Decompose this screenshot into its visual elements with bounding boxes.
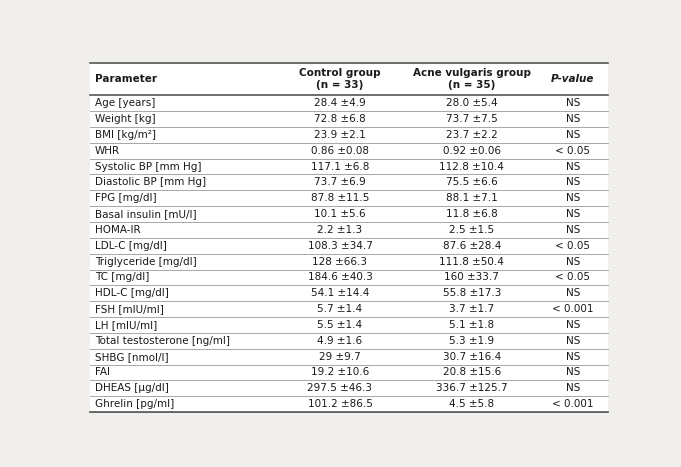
Text: 5.7 ±1.4: 5.7 ±1.4	[317, 304, 362, 314]
Text: 10.1 ±5.6: 10.1 ±5.6	[314, 209, 366, 219]
Text: 117.1 ±6.8: 117.1 ±6.8	[311, 162, 369, 171]
Text: Total testosterone [ng/ml]: Total testosterone [ng/ml]	[95, 336, 229, 346]
Text: NS: NS	[565, 193, 580, 203]
Text: HOMA-IR: HOMA-IR	[95, 225, 140, 235]
Text: Parameter: Parameter	[95, 74, 157, 84]
Text: 0.86 ±0.08: 0.86 ±0.08	[311, 146, 369, 156]
Text: FPG [mg/dl]: FPG [mg/dl]	[95, 193, 156, 203]
Text: 23.9 ±2.1: 23.9 ±2.1	[314, 130, 366, 140]
Text: Diastolic BP [mm Hg]: Diastolic BP [mm Hg]	[95, 177, 206, 187]
Text: 111.8 ±50.4: 111.8 ±50.4	[439, 256, 505, 267]
Text: 0.92 ±0.06: 0.92 ±0.06	[443, 146, 501, 156]
Text: NS: NS	[565, 336, 580, 346]
Text: 30.7 ±16.4: 30.7 ±16.4	[443, 352, 501, 361]
Text: 101.2 ±86.5: 101.2 ±86.5	[308, 399, 373, 409]
Text: P-value: P-value	[551, 74, 595, 84]
Text: 3.7 ±1.7: 3.7 ±1.7	[449, 304, 494, 314]
Text: 87.8 ±11.5: 87.8 ±11.5	[311, 193, 369, 203]
Text: NS: NS	[565, 352, 580, 361]
Text: Triglyceride [mg/dl]: Triglyceride [mg/dl]	[95, 256, 196, 267]
Text: 336.7 ±125.7: 336.7 ±125.7	[436, 383, 507, 393]
Text: 4.9 ±1.6: 4.9 ±1.6	[317, 336, 362, 346]
Text: LDL-C [mg/dl]: LDL-C [mg/dl]	[95, 241, 166, 251]
Text: NS: NS	[565, 98, 580, 108]
Text: NS: NS	[565, 368, 580, 377]
Text: 29 ±9.7: 29 ±9.7	[319, 352, 361, 361]
Text: Age [years]: Age [years]	[95, 98, 155, 108]
Text: NS: NS	[565, 288, 580, 298]
Text: Systolic BP [mm Hg]: Systolic BP [mm Hg]	[95, 162, 201, 171]
Text: WHR: WHR	[95, 146, 120, 156]
Text: 5.3 ±1.9: 5.3 ±1.9	[449, 336, 494, 346]
Text: < 0.05: < 0.05	[555, 146, 590, 156]
Text: Basal insulin [mU/l]: Basal insulin [mU/l]	[95, 209, 196, 219]
Text: < 0.001: < 0.001	[552, 399, 593, 409]
Text: TC [mg/dl]: TC [mg/dl]	[95, 272, 149, 283]
Text: NS: NS	[565, 114, 580, 124]
Text: DHEAS [µg/dl]: DHEAS [µg/dl]	[95, 383, 168, 393]
Text: 87.6 ±28.4: 87.6 ±28.4	[443, 241, 501, 251]
Text: 20.8 ±15.6: 20.8 ±15.6	[443, 368, 501, 377]
Text: 160 ±33.7: 160 ±33.7	[445, 272, 499, 283]
Text: 128 ±66.3: 128 ±66.3	[313, 256, 368, 267]
Text: < 0.001: < 0.001	[552, 304, 593, 314]
Text: 28.4 ±4.9: 28.4 ±4.9	[314, 98, 366, 108]
Text: 11.8 ±6.8: 11.8 ±6.8	[446, 209, 498, 219]
Text: 2.2 ±1.3: 2.2 ±1.3	[317, 225, 362, 235]
Text: NS: NS	[565, 130, 580, 140]
Text: 55.8 ±17.3: 55.8 ±17.3	[443, 288, 501, 298]
Text: NS: NS	[565, 256, 580, 267]
Text: FSH [mIU/ml]: FSH [mIU/ml]	[95, 304, 163, 314]
Text: NS: NS	[565, 209, 580, 219]
Text: BMI [kg/m²]: BMI [kg/m²]	[95, 130, 156, 140]
Text: SHBG [nmol/l]: SHBG [nmol/l]	[95, 352, 168, 361]
Text: 4.5 ±5.8: 4.5 ±5.8	[449, 399, 494, 409]
Text: NS: NS	[565, 383, 580, 393]
Text: NS: NS	[565, 162, 580, 171]
Text: 5.5 ±1.4: 5.5 ±1.4	[317, 320, 362, 330]
Text: Acne vulgaris group
(n = 35): Acne vulgaris group (n = 35)	[413, 69, 531, 90]
Text: 73.7 ±6.9: 73.7 ±6.9	[314, 177, 366, 187]
Text: 72.8 ±6.8: 72.8 ±6.8	[314, 114, 366, 124]
Text: 184.6 ±40.3: 184.6 ±40.3	[308, 272, 373, 283]
Text: 5.1 ±1.8: 5.1 ±1.8	[449, 320, 494, 330]
Text: HDL-C [mg/dl]: HDL-C [mg/dl]	[95, 288, 168, 298]
Text: 297.5 ±46.3: 297.5 ±46.3	[307, 383, 373, 393]
Text: 19.2 ±10.6: 19.2 ±10.6	[311, 368, 369, 377]
Text: NS: NS	[565, 320, 580, 330]
Text: NS: NS	[565, 225, 580, 235]
Text: FAI: FAI	[95, 368, 110, 377]
Text: Ghrelin [pg/ml]: Ghrelin [pg/ml]	[95, 399, 174, 409]
Text: 112.8 ±10.4: 112.8 ±10.4	[439, 162, 505, 171]
Text: 108.3 ±34.7: 108.3 ±34.7	[308, 241, 373, 251]
Text: Control group
(n = 33): Control group (n = 33)	[299, 69, 381, 90]
Text: < 0.05: < 0.05	[555, 241, 590, 251]
Text: LH [mIU/ml]: LH [mIU/ml]	[95, 320, 157, 330]
Text: 23.7 ±2.2: 23.7 ±2.2	[446, 130, 498, 140]
Bar	[91, 63, 607, 95]
Text: 75.5 ±6.6: 75.5 ±6.6	[446, 177, 498, 187]
Text: 54.1 ±14.4: 54.1 ±14.4	[311, 288, 369, 298]
Text: 2.5 ±1.5: 2.5 ±1.5	[449, 225, 494, 235]
Text: 88.1 ±7.1: 88.1 ±7.1	[446, 193, 498, 203]
Text: < 0.05: < 0.05	[555, 272, 590, 283]
Text: 28.0 ±5.4: 28.0 ±5.4	[446, 98, 498, 108]
Text: 73.7 ±7.5: 73.7 ±7.5	[446, 114, 498, 124]
Text: NS: NS	[565, 177, 580, 187]
Text: Weight [kg]: Weight [kg]	[95, 114, 155, 124]
